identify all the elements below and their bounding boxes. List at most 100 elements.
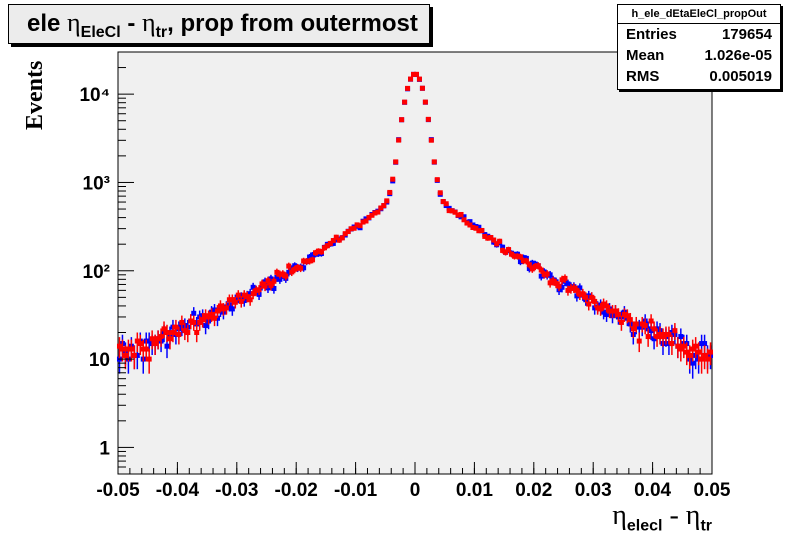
x-tick-label: 0.03 [575,480,612,501]
data-point [541,271,547,277]
data-point [532,263,538,269]
data-point [197,319,203,325]
data-point [621,311,627,317]
data-point [565,287,571,293]
data-point [601,309,607,315]
data-point [526,262,532,268]
data-point [449,208,455,214]
data-point [155,336,161,342]
data-point [413,71,419,77]
data-point [387,189,393,195]
data-point [214,308,220,314]
data-point [422,99,428,105]
data-point [574,287,580,293]
data-point [627,317,633,323]
data-point [443,201,449,207]
data-point [324,243,330,249]
data-point [301,265,307,271]
data-point [313,250,319,256]
data-point [544,271,550,277]
data-point [369,212,375,218]
data-point [586,301,592,307]
data-point [310,257,316,263]
data-point [244,294,250,300]
x-tick-label: -0.02 [275,480,318,501]
data-point [301,258,307,264]
axis-tick-labels: -0.05 -0.04 -0.03 -0.02 -0.01 0 0.01 0.02 0.03 0.… [79,85,730,501]
data-point [690,360,696,366]
data-point [351,225,357,231]
data-point [425,116,431,122]
data-point [565,281,571,287]
data-point [473,225,479,231]
data-point [461,217,467,223]
data-point [194,330,200,336]
data-point [274,274,280,280]
stats-rms-label: RMS [626,68,660,85]
stats-box: h_ele_dEtaEleCl_propOut Entries 179654 M… [617,4,781,90]
data-point [497,238,503,244]
data-point [577,285,583,291]
data-point [538,267,544,273]
data-point [503,249,509,255]
data-point [333,234,339,240]
data-point [574,293,580,299]
data-point [514,253,520,259]
data-point [149,336,155,342]
data-point [366,214,372,220]
data-point [446,208,452,214]
data-point [286,269,292,275]
data-point [307,254,313,260]
data-point [651,336,657,342]
data-point [307,258,313,264]
data-point [699,341,705,347]
data-point [452,209,458,215]
data-point [642,323,648,329]
data-point [164,343,170,349]
data-point [277,276,283,282]
data-point [330,238,336,244]
data-point [158,334,164,340]
data-point [559,284,565,290]
data-point [375,209,381,215]
data-point [408,76,414,82]
data-point [592,305,598,311]
data-point [283,273,289,279]
data-point [339,235,345,241]
data-point [265,285,271,291]
data-point [143,346,149,352]
data-point [458,211,464,217]
data-point [431,159,437,165]
data-point [470,225,476,231]
data-point [669,330,675,336]
data-point [200,317,206,323]
data-point [214,315,220,321]
data-point [241,292,247,298]
data-point [547,272,553,278]
data-point [310,252,316,258]
stats-entries-value: 179654 [721,26,772,43]
data-point [280,271,286,277]
data-point [559,277,565,283]
data-point [633,321,639,327]
data-point [170,330,176,336]
data-point [485,235,491,241]
data-point [553,280,559,286]
data-point [399,117,405,123]
data-point [203,323,209,329]
data-point [506,247,512,253]
data-point [592,298,598,304]
x-tick-label: -0.05 [96,480,140,501]
data-point [411,71,417,77]
data-point [615,311,621,317]
x-tick-label: -0.01 [334,480,378,501]
data-point [203,313,209,319]
data-point [262,283,268,289]
stats-mean-label: Mean [626,47,665,64]
data-point [336,237,342,243]
data-point [702,341,708,347]
data-point [321,245,327,251]
stats-entries-row: Entries 179654 [618,24,780,45]
data-point [571,285,577,291]
